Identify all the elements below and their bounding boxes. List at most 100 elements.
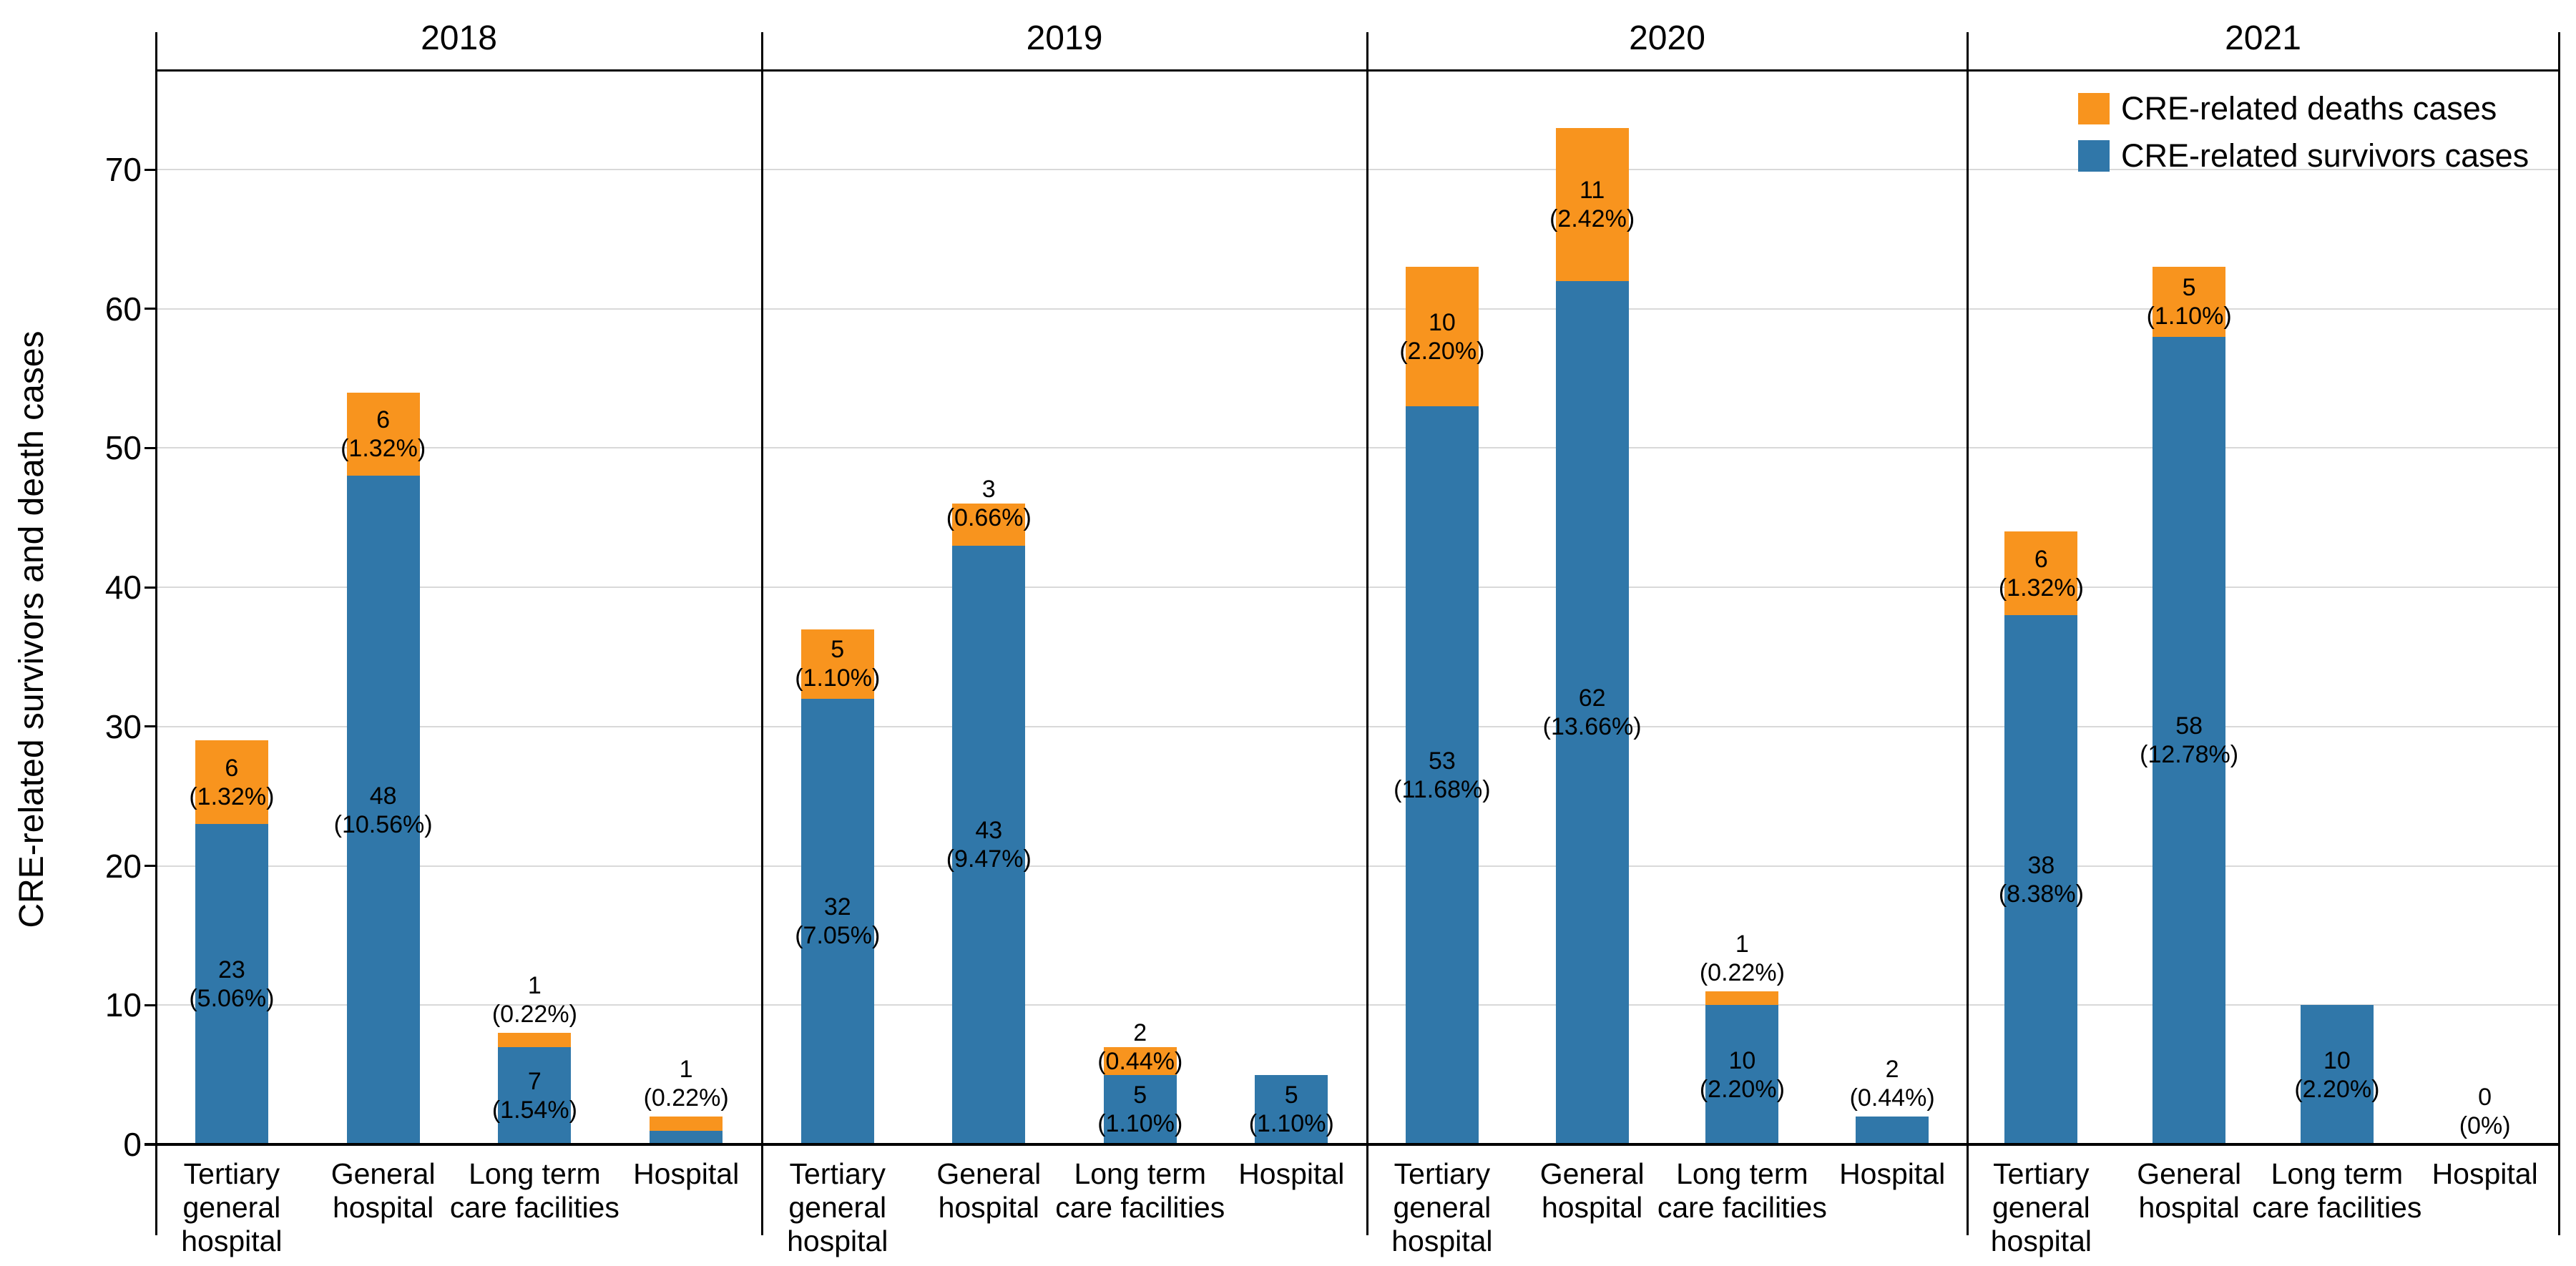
death-count-label-2018-general-hospital-line: 6	[376, 406, 391, 433]
category-label-line: Long term	[469, 1157, 601, 1190]
category-label-line: Hospital	[1238, 1157, 1345, 1190]
survivor-count-label-2019-hospital-line: 5	[1284, 1081, 1298, 1109]
category-label-line: Tertiary	[183, 1157, 280, 1190]
category-label-2019-long-term-care-facilities: Long term care facilities	[1055, 1157, 1225, 1225]
death-count-label-2019-long-term-care-facilities-line: (0.44%)	[1097, 1047, 1183, 1075]
bar-segment-survivors-2021-tertiary-general-hospital	[2004, 615, 2078, 1144]
survivor-count-label-2020-long-term-care-facilities: 10 (2.20%)	[1700, 1046, 1785, 1104]
panel-separator-1	[760, 32, 763, 1235]
death-count-label-2021-general-hospital-line: (1.10%)	[2146, 302, 2232, 330]
year-title-2021: 2021	[2225, 19, 2301, 57]
y-tick-label: 20	[104, 847, 142, 885]
survivor-count-label-2019-hospital-line: (1.10%)	[1248, 1110, 1334, 1138]
legend-label-deaths: CRE-related deaths cases	[2121, 90, 2497, 127]
death-count-label-2018-tertiary-general-hospital-line: 6	[225, 754, 239, 782]
death-count-label-2019-general-hospital: 3 (0.66%)	[946, 475, 1032, 532]
y-tick-label: 60	[104, 290, 142, 328]
death-count-label-2019-general-hospital-line: (0.66%)	[946, 504, 1032, 532]
category-label-line: hospital	[1391, 1225, 1493, 1257]
survivor-count-label-2021-hospital: 0 (0%)	[2459, 1083, 2511, 1140]
survivor-count-label-2021-general-hospital-line: (12.78%)	[2140, 741, 2239, 769]
category-label-2020-long-term-care-facilities: Long term care facilities	[1657, 1157, 1827, 1225]
category-label-line: General	[1539, 1157, 1645, 1190]
survivor-count-label-2019-general-hospital-line: (9.47%)	[946, 845, 1032, 873]
category-label-2020-general-hospital: General hospital	[1540, 1157, 1645, 1225]
y-tick-mark	[145, 446, 156, 449]
death-count-label-2020-long-term-care-facilities-line: 1	[1735, 930, 1749, 958]
bar-segment-deaths-2018-hospital	[650, 1117, 723, 1131]
y-tick-label: 0	[123, 1126, 142, 1163]
bar-segment-deaths-2019-tertiary-general-hospital	[800, 629, 874, 699]
bar-segment-deaths-2021-general-hospital	[2153, 267, 2226, 337]
death-count-label-2020-long-term-care-facilities: 1 (0.22%)	[1700, 930, 1785, 987]
survivor-count-label-2018-long-term-care-facilities-line: (1.54%)	[491, 1096, 577, 1124]
death-count-label-2019-long-term-care-facilities: 2 (0.44%)	[1097, 1019, 1182, 1076]
y-tick-label: 10	[104, 986, 142, 1024]
bar-segment-survivors-2018-general-hospital	[346, 476, 420, 1144]
category-label-line: General	[2137, 1157, 2242, 1190]
y-axis-title: CRE-related survivors and death cases	[13, 330, 51, 928]
legend-label-survivors: CRE-related survivors cases	[2121, 137, 2530, 174]
survivor-count-label-2020-hospital-line: (0.44%)	[1849, 1084, 1935, 1112]
death-count-label-2021-tertiary-general-hospital: 6 (1.32%)	[1999, 545, 2084, 602]
category-label-line: Hospital	[633, 1157, 740, 1190]
legend-item-survivors: CRE-related survivors cases	[2078, 137, 2529, 175]
category-label-2021-hospital: Hospital	[2432, 1157, 2538, 1191]
y-tick-label: 50	[104, 429, 142, 467]
death-count-label-2019-tertiary-general-hospital: 5 (1.10%)	[795, 635, 880, 692]
survivor-count-label-2020-long-term-care-facilities-line: 10	[1728, 1046, 1756, 1074]
bar-segment-survivors-2019-long-term-care-facilities	[1103, 1074, 1177, 1144]
legend-swatch-survivors-icon	[2078, 140, 2110, 172]
category-label-line: Hospital	[1839, 1157, 1946, 1190]
death-count-label-2018-general-hospital: 6 (1.32%)	[341, 406, 426, 463]
y-tick-mark	[145, 586, 156, 589]
death-count-label-2019-tertiary-general-hospital-line: (1.10%)	[795, 664, 881, 692]
panel-separator-3	[1966, 32, 1969, 1235]
death-count-label-2020-general-hospital: 11 (2.42%)	[1549, 176, 1635, 233]
survivor-count-label-2018-tertiary-general-hospital: 23 (5.06%)	[189, 956, 274, 1013]
bar-segment-deaths-2018-long-term-care-facilities	[498, 1033, 572, 1047]
category-label-line: Tertiary	[1394, 1157, 1491, 1190]
category-label-line: Long term	[1676, 1157, 1808, 1190]
category-label-line: general	[1992, 1191, 2090, 1224]
category-label-line: general	[182, 1191, 281, 1224]
y-tick-mark	[145, 865, 156, 868]
bar-segment-deaths-2018-general-hospital	[346, 392, 420, 476]
category-label-line: hospital	[1541, 1191, 1643, 1224]
bar-segment-deaths-2020-long-term-care-facilities	[1705, 991, 1779, 1006]
death-count-label-2020-tertiary-general-hospital-line: 10	[1428, 308, 1456, 336]
y-tick-label: 30	[104, 707, 142, 745]
survivor-count-label-2018-general-hospital-line: (10.56%)	[333, 810, 433, 838]
death-count-label-2018-hospital-line: (0.22%)	[643, 1084, 729, 1112]
category-label-2018-general-hospital: General hospital	[331, 1157, 436, 1225]
survivor-count-label-2020-tertiary-general-hospital-line: 53	[1428, 747, 1456, 775]
death-count-label-2020-tertiary-general-hospital: 10 (2.20%)	[1399, 308, 1484, 365]
y-tick-mark	[145, 168, 156, 171]
bar-segment-survivors-2020-long-term-care-facilities	[1705, 1005, 1779, 1144]
survivor-count-label-2021-general-hospital: 58 (12.78%)	[2140, 712, 2238, 769]
gridline	[156, 447, 2559, 449]
death-count-label-2018-hospital-line: 1	[679, 1056, 693, 1084]
bar-segment-deaths-2020-general-hospital	[1555, 127, 1629, 281]
death-count-label-2021-tertiary-general-hospital-line: (1.32%)	[1998, 574, 2084, 602]
category-label-2019-general-hospital: General hospital	[936, 1157, 1041, 1225]
bar-segment-survivors-2020-general-hospital	[1555, 280, 1629, 1144]
category-label-line: Tertiary	[1993, 1157, 2090, 1190]
category-label-2021-general-hospital: General hospital	[2137, 1157, 2241, 1225]
survivor-count-label-2020-hospital: 2 (0.44%)	[1850, 1055, 1935, 1112]
y-tick-mark	[145, 1004, 156, 1006]
category-label-line: Long term	[1074, 1157, 1207, 1190]
survivor-count-label-2021-long-term-care-facilities: 10 (2.20%)	[2294, 1046, 2379, 1104]
death-count-label-2021-tertiary-general-hospital-line: 6	[2034, 545, 2048, 573]
bar-segment-survivors-2018-tertiary-general-hospital	[195, 824, 268, 1144]
y-tick-mark	[145, 308, 156, 310]
survivor-count-label-2020-tertiary-general-hospital: 53 (11.68%)	[1394, 747, 1490, 804]
category-label-2018-long-term-care-facilities: Long term care facilities	[450, 1157, 619, 1225]
survivor-count-label-2020-long-term-care-facilities-line: (2.20%)	[1699, 1075, 1785, 1103]
gridline	[156, 308, 2559, 310]
bar-segment-survivors-2018-hospital	[650, 1130, 723, 1144]
category-label-line: General	[936, 1157, 1042, 1190]
survivor-count-label-2021-general-hospital-line: 58	[2175, 712, 2203, 740]
survivor-count-label-2019-tertiary-general-hospital-line: 32	[823, 893, 851, 921]
